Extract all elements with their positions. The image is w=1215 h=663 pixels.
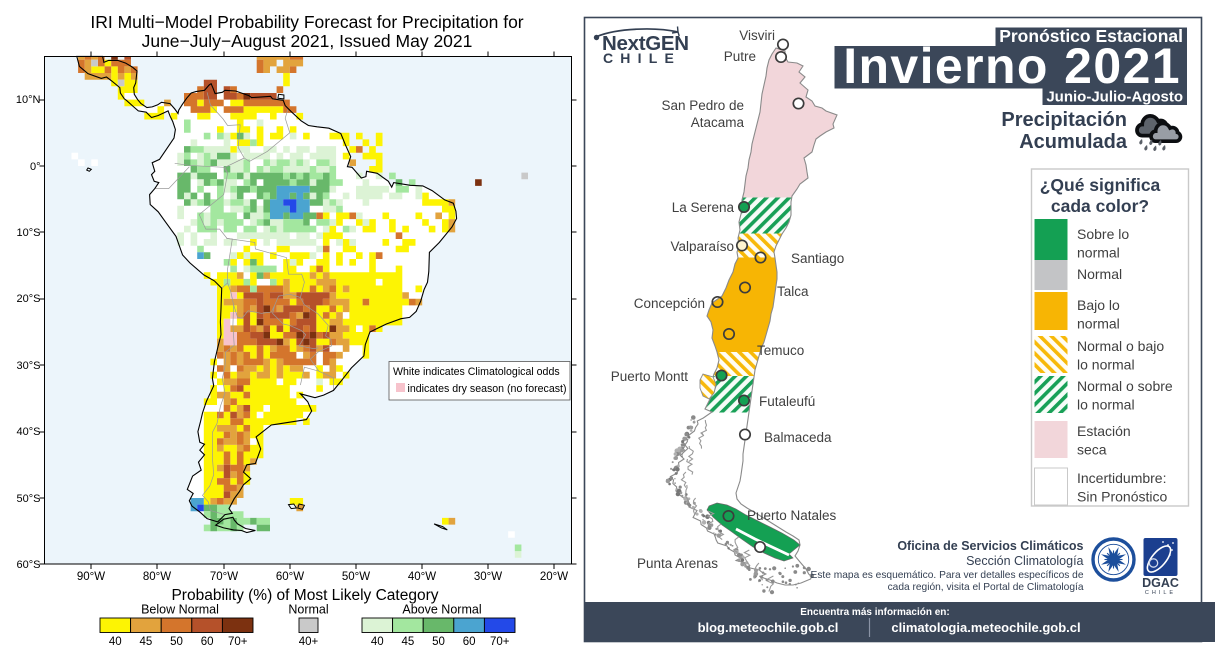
svg-text:NextGEN: NextGEN — [602, 32, 689, 55]
svg-text:Junio-Julio-Agosto: Junio-Julio-Agosto — [1046, 89, 1183, 106]
svg-text:60: 60 — [463, 636, 476, 648]
svg-text:70+: 70+ — [490, 636, 510, 648]
svg-text:10°S: 10°S — [17, 227, 41, 239]
svg-text:normal: normal — [1077, 245, 1120, 261]
svg-text:40°W: 40°W — [408, 571, 436, 583]
svg-text:20°S: 20°S — [17, 293, 41, 305]
svg-text:Atacama: Atacama — [691, 115, 745, 130]
svg-text:climatologia.meteochile.gob.cl: climatologia.meteochile.gob.cl — [891, 620, 1080, 635]
svg-text:70+: 70+ — [228, 636, 248, 648]
svg-text:Bajo lo: Bajo lo — [1077, 297, 1120, 313]
svg-text:Santiago: Santiago — [791, 251, 844, 266]
svg-text:Precipitación: Precipitación — [1001, 109, 1127, 131]
svg-text:White indicates Climatological: White indicates Climatological odds — [393, 366, 560, 378]
svg-text:seca: seca — [1077, 442, 1107, 458]
svg-text:20°W: 20°W — [540, 571, 568, 583]
svg-text:Puerto Natales: Puerto Natales — [747, 508, 837, 523]
svg-text:50°W: 50°W — [342, 571, 370, 583]
svg-text:cada color?: cada color? — [1051, 196, 1149, 216]
svg-text:Sección Climatología: Sección Climatología — [966, 554, 1083, 568]
svg-text:Puerto Montt: Puerto Montt — [611, 369, 689, 384]
svg-text:lo normal: lo normal — [1077, 397, 1135, 413]
svg-text:blog.meteochile.gob.cl: blog.meteochile.gob.cl — [698, 620, 839, 635]
svg-text:lo normal: lo normal — [1077, 357, 1135, 373]
svg-text:40: 40 — [371, 636, 384, 648]
svg-text:¿Qué significa: ¿Qué significa — [1040, 175, 1161, 195]
svg-text:Encuentra más información en:: Encuentra más información en: — [800, 607, 949, 618]
svg-text:Normal o bajo: Normal o bajo — [1077, 338, 1164, 354]
svg-text:Punta Arenas: Punta Arenas — [637, 556, 718, 571]
svg-text:Above Normal: Above Normal — [402, 603, 481, 617]
svg-text:Este mapa es esquemático. Para: Este mapa es esquemático. Para ver detal… — [811, 570, 1084, 581]
svg-text:40°S: 40°S — [17, 426, 41, 438]
svg-text:Normal o sobre: Normal o sobre — [1077, 378, 1173, 394]
svg-text:normal: normal — [1077, 316, 1120, 332]
svg-text:CHILE: CHILE — [1145, 590, 1176, 596]
svg-text:cada región, visita el Portal: cada región, visita el Portal de Climato… — [888, 582, 1084, 593]
svg-text:Normal: Normal — [1077, 266, 1122, 282]
svg-text:Pronóstico Estacional: Pronóstico Estacional — [999, 26, 1183, 46]
svg-text:10°N: 10°N — [16, 94, 41, 106]
svg-text:Temuco: Temuco — [757, 343, 804, 358]
svg-text:40+: 40+ — [299, 636, 319, 648]
svg-text:60°W: 60°W — [276, 571, 304, 583]
svg-text:Sobre lo: Sobre lo — [1077, 226, 1129, 242]
svg-text:DGAC: DGAC — [1142, 576, 1179, 590]
svg-text:Concepción: Concepción — [634, 296, 705, 311]
svg-text:June−July−August 2021, Issued: June−July−August 2021, Issued May 2021 — [142, 31, 473, 51]
svg-text:Oficina de Servicios Climático: Oficina de Servicios Climáticos — [897, 539, 1083, 553]
svg-text:Acumulada: Acumulada — [1019, 131, 1128, 153]
svg-text:50: 50 — [170, 636, 183, 648]
svg-text:Sin Pronóstico: Sin Pronóstico — [1077, 489, 1167, 505]
svg-text:Talca: Talca — [777, 284, 809, 299]
svg-text:indicates dry season (no forec: indicates dry season (no forecast) — [408, 383, 567, 395]
svg-text:Balmaceda: Balmaceda — [764, 430, 832, 445]
svg-text:50°S: 50°S — [17, 493, 41, 505]
svg-text:Visviri: Visviri — [739, 28, 775, 43]
svg-text:30°W: 30°W — [474, 571, 502, 583]
svg-text:40: 40 — [109, 636, 122, 648]
svg-text:San Pedro de: San Pedro de — [661, 98, 744, 113]
svg-text:Normal: Normal — [288, 603, 328, 617]
svg-text:70°W: 70°W — [210, 571, 238, 583]
svg-text:90°W: 90°W — [77, 571, 105, 583]
svg-text:60°S: 60°S — [17, 559, 41, 571]
svg-text:45: 45 — [402, 636, 415, 648]
svg-text:50: 50 — [432, 636, 445, 648]
svg-text:Invierno 2021: Invierno 2021 — [843, 38, 1181, 94]
svg-text:Putre: Putre — [724, 49, 756, 64]
svg-text:0°: 0° — [30, 161, 41, 173]
svg-text:45: 45 — [140, 636, 153, 648]
svg-text:80°W: 80°W — [143, 571, 171, 583]
svg-text:Below Normal: Below Normal — [141, 603, 219, 617]
svg-text:La Serena: La Serena — [672, 200, 735, 215]
svg-text:Valparaíso: Valparaíso — [670, 239, 734, 254]
svg-text:CHILE: CHILE — [603, 50, 681, 66]
svg-text:IRI Multi−Model Probability Fo: IRI Multi−Model Probability Forecast for… — [90, 12, 523, 32]
svg-text:60: 60 — [201, 636, 214, 648]
svg-text:Estación: Estación — [1077, 423, 1131, 439]
svg-text:Incertidumbre:: Incertidumbre: — [1077, 470, 1166, 486]
svg-text:30°S: 30°S — [17, 360, 41, 372]
svg-text:Probability (%) of Most Likely: Probability (%) of Most Likely Category — [171, 587, 438, 604]
svg-text:Futaleufú: Futaleufú — [759, 394, 815, 409]
